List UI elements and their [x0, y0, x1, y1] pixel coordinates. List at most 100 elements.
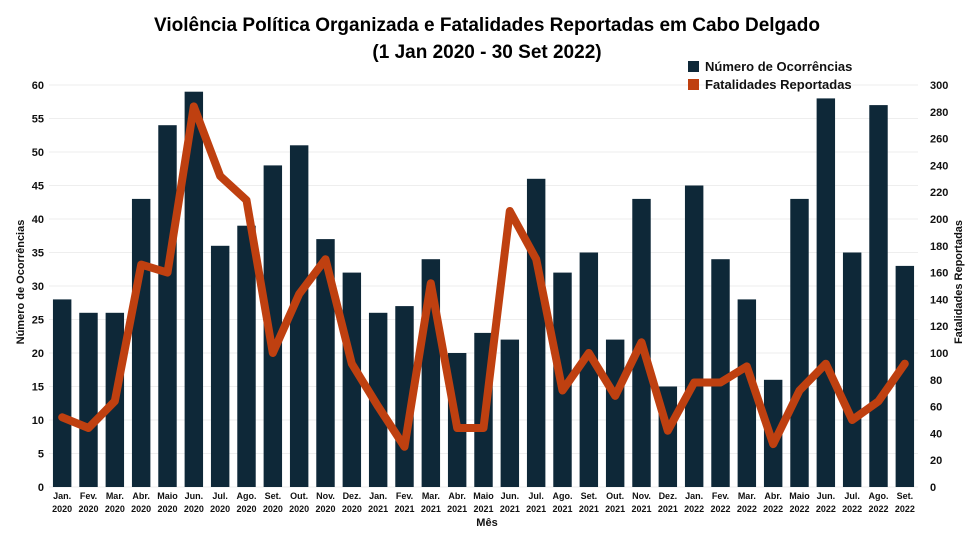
x-tick-year: 2021 [368, 504, 388, 514]
x-tick-month: Maio [157, 491, 178, 501]
y2-tick-label: 80 [930, 375, 942, 387]
x-tick-year: 2020 [105, 504, 125, 514]
bar [500, 339, 520, 487]
x-tick-month: Abr. [764, 491, 782, 501]
x-tick-month: Jan. [685, 491, 703, 501]
x-tick-year: 2020 [289, 504, 309, 514]
y2-tick-label: 20 [930, 455, 942, 467]
bar [289, 145, 309, 488]
y2-tick-label: 300 [930, 80, 948, 92]
x-tick-year: 2020 [131, 504, 151, 514]
x-tick-year: 2021 [605, 504, 625, 514]
bar [684, 185, 704, 487]
x-tick-year: 2022 [816, 504, 836, 514]
y2-tick-label: 40 [930, 428, 942, 440]
y-tick-label: 50 [32, 147, 44, 159]
bar [737, 299, 757, 487]
y2-axis-label: Fatalidades Reportadas [953, 220, 965, 344]
y-tick-label: 40 [32, 214, 44, 226]
x-tick-year: 2022 [763, 504, 783, 514]
bar [210, 245, 230, 487]
y-axis-label: Número de Ocorrências [15, 220, 27, 345]
x-tick-year: 2022 [684, 504, 704, 514]
y2-tick-label: 100 [930, 348, 948, 360]
x-tick-month: Mar. [738, 491, 756, 501]
bar [52, 299, 72, 487]
x-axis-label: Mês [476, 517, 497, 529]
x-tick-month: Ago. [869, 491, 889, 501]
x-tick-month: Dez. [659, 491, 678, 501]
y2-tick-label: 60 [930, 402, 942, 414]
y2-tick-label: 180 [930, 241, 948, 253]
x-tick-year: 2021 [394, 504, 414, 514]
y2-tick-label: 200 [930, 214, 948, 226]
x-tick-year: 2021 [421, 504, 441, 514]
x-tick-year: 2022 [737, 504, 757, 514]
x-tick-year: 2022 [842, 504, 862, 514]
y-tick-label: 60 [32, 80, 44, 92]
y-axis-left: 0 5 10 15 20 25 30 35 40 45 50 55 60 [32, 80, 44, 494]
x-tick-month: Set. [581, 491, 598, 501]
x-tick-month: Abr. [448, 491, 466, 501]
bar-series [52, 91, 915, 488]
x-tick-year: 2022 [895, 504, 915, 514]
bar [605, 339, 625, 487]
y-axis-right: 0 20 40 60 80 100 120 140 160 180 200 220 240 260 280 3… [930, 80, 948, 494]
x-tick-month: Mar. [422, 491, 440, 501]
chart-subtitle: (1 Jan 2020 - 30 Set 2022) [372, 42, 601, 63]
x-tick-month: Jul. [212, 491, 228, 501]
y-tick-label: 5 [38, 449, 44, 461]
x-tick-month: Jul. [844, 491, 860, 501]
x-tick-year: 2022 [789, 504, 809, 514]
x-tick-year: 2021 [631, 504, 651, 514]
x-axis: Jan. 2020 Fev. 2020 Mar. 2020 Abr. 2020 Maio 2020… [52, 491, 915, 514]
bar [263, 165, 283, 487]
bar [816, 98, 836, 488]
line-series [58, 102, 909, 451]
y-tick-label: 15 [32, 382, 44, 394]
x-tick-month: Out. [606, 491, 624, 501]
x-tick-month: Mar. [106, 491, 124, 501]
y2-tick-label: 220 [930, 187, 948, 199]
x-tick-month: Nov. [316, 491, 335, 501]
x-tick-year: 2022 [710, 504, 730, 514]
x-tick-year: 2020 [210, 504, 230, 514]
bar [316, 239, 335, 487]
x-tick-month: Ago. [553, 491, 573, 501]
bar [158, 125, 177, 487]
bar [842, 252, 862, 487]
y2-tick-label: 280 [930, 107, 948, 119]
legend-swatch-occurrences [688, 61, 699, 72]
y-tick-label: 25 [32, 315, 44, 327]
legend-swatch-fatalities [688, 79, 699, 90]
x-tick-year: 2021 [500, 504, 520, 514]
y-tick-label: 30 [32, 281, 44, 293]
x-tick-year: 2021 [526, 504, 546, 514]
x-tick-year: 2021 [447, 504, 467, 514]
y-tick-label: 45 [32, 181, 44, 193]
y-tick-label: 10 [32, 415, 44, 427]
x-tick-year: 2021 [473, 504, 493, 514]
x-tick-month: Maio [473, 491, 494, 501]
y-tick-label: 55 [32, 114, 44, 126]
y2-tick-label: 260 [930, 134, 948, 146]
legend-label-fatalities: Fatalidades Reportadas [705, 77, 852, 92]
x-tick-year: 2020 [78, 504, 98, 514]
x-tick-year: 2020 [315, 504, 335, 514]
x-tick-month: Nov. [632, 491, 651, 501]
x-tick-month: Jun. [501, 491, 520, 501]
x-tick-month: Ago. [237, 491, 257, 501]
x-tick-year: 2021 [579, 504, 599, 514]
chart-title: Violência Política Organizada e Fatalida… [154, 15, 820, 36]
bar [184, 91, 204, 487]
x-tick-month: Dez. [343, 491, 362, 501]
bar [131, 198, 151, 487]
legend: Número de Ocorrências Fatalidades Report… [688, 59, 852, 92]
x-tick-month: Jun. [185, 491, 204, 501]
y2-tick-label: 0 [930, 482, 936, 494]
bar [579, 252, 599, 487]
x-tick-month: Jan. [53, 491, 71, 501]
y2-tick-label: 140 [930, 294, 948, 306]
y2-tick-label: 240 [930, 160, 948, 172]
